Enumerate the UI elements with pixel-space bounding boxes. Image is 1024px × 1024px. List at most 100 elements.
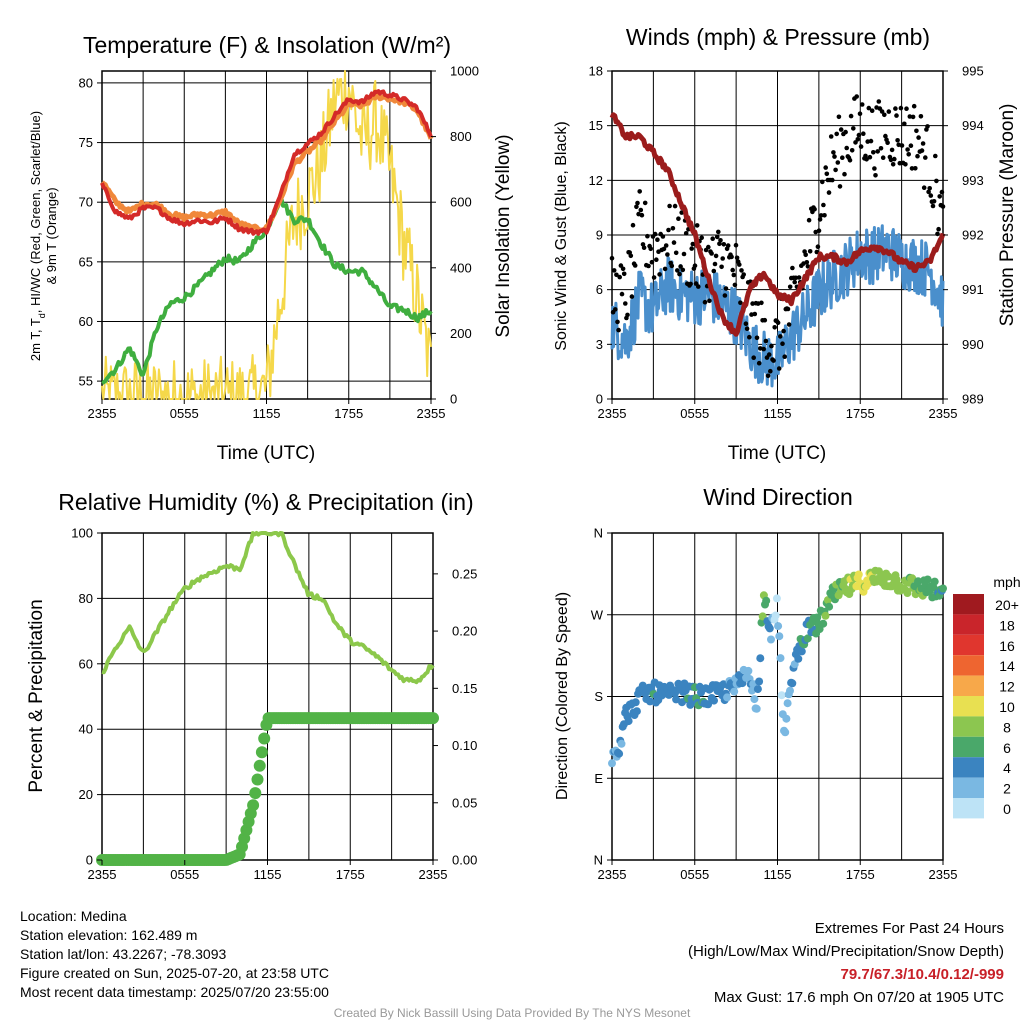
pressure-line — [609, 112, 946, 337]
gust-dot — [803, 252, 808, 258]
direction-point — [632, 707, 641, 716]
x-tick-label: 1755 — [336, 867, 365, 882]
y2-tick-label: 800 — [450, 129, 472, 144]
gust-dot — [855, 137, 861, 142]
x-tick-label: 2355 — [929, 867, 958, 882]
gust-dot — [617, 274, 622, 280]
gust-dot — [694, 223, 700, 228]
direction-point — [771, 611, 780, 620]
y2-tick-label: 993 — [962, 173, 984, 188]
gust-dot — [905, 147, 910, 152]
x-tick-label: 1155 — [254, 867, 282, 882]
direction-point — [615, 749, 624, 758]
y2-tick-label: 400 — [450, 260, 472, 275]
direction-point — [755, 677, 764, 686]
gust-dot — [732, 282, 738, 288]
direction-point — [776, 654, 785, 663]
y-tick-label: 20 — [79, 787, 93, 802]
gust-dot — [688, 281, 693, 287]
gust-dot — [654, 257, 659, 263]
gust-dot — [804, 260, 810, 265]
gust-dot — [872, 166, 877, 171]
chart-panel-humidity: 2355 0555 1155 1755 23550204060801000.000.05… — [71, 526, 477, 883]
gust-dot — [761, 346, 766, 352]
gust-dot — [904, 106, 909, 111]
gust-dot — [657, 272, 662, 277]
gust-dot — [879, 109, 885, 114]
humidity-line — [101, 531, 435, 685]
gust-dot — [837, 184, 843, 189]
direction-point — [765, 624, 774, 633]
gust-dot — [856, 132, 862, 138]
x-tick-label: 0555 — [680, 867, 709, 882]
gust-dot — [818, 213, 824, 218]
x-tick-label: 2355 — [417, 406, 446, 421]
gust-dot — [672, 203, 678, 209]
y-tick-label: 60 — [79, 314, 93, 329]
extremes-subtitle: (High/Low/Max Wind/Precipitation/Snow De… — [688, 943, 1004, 960]
subscript: d — [37, 313, 47, 318]
y-tick-label: 18 — [589, 64, 603, 79]
x-tick-label: 2355 — [88, 867, 117, 882]
created-text: Figure created on Sun, 2025-07-20, at 23… — [20, 965, 329, 981]
gust-dot — [648, 246, 653, 252]
y-tick-label: 12 — [589, 173, 603, 188]
y2-tick-label: 0.05 — [452, 795, 477, 810]
precip-dot — [427, 712, 439, 725]
y-tick-label: 60 — [79, 656, 93, 671]
gust-dot — [937, 194, 942, 199]
gust-dot — [899, 143, 905, 148]
gust-dot — [718, 238, 723, 243]
y2-axis-label: Solar Insolation (Yellow) — [493, 134, 514, 337]
gust-dot — [908, 143, 914, 148]
gust-dot — [822, 213, 827, 218]
gust-dot — [919, 148, 925, 153]
extremes-title: Extremes For Past 24 Hours — [814, 920, 1004, 937]
y2-tick-label: 600 — [450, 195, 472, 210]
direction-point — [756, 654, 765, 663]
gust-dot — [806, 217, 812, 223]
gust-dot — [765, 373, 771, 379]
gust-dot — [834, 131, 839, 137]
precip-dot — [249, 787, 262, 800]
gust-dot — [886, 109, 892, 114]
legend-swatch — [953, 675, 984, 696]
y-tick-label: W — [591, 607, 604, 622]
chart-title-temperature: Temperature (F) & Insolation (W/m²) — [83, 32, 451, 58]
gust-dot — [805, 264, 811, 269]
gust-dot — [671, 240, 677, 245]
gust-dot — [820, 179, 825, 185]
gust-dot — [914, 128, 919, 134]
gust-dot — [778, 334, 783, 339]
gust-dot — [785, 306, 791, 312]
y-tick-label: E — [594, 771, 603, 786]
gust-dot — [763, 338, 769, 344]
gust-dot — [883, 133, 888, 139]
x-tick-label: 2355 — [598, 406, 627, 421]
gust-dot — [930, 203, 936, 209]
gust-dot — [913, 166, 918, 171]
direction-point — [819, 619, 828, 628]
gust-dot — [869, 108, 875, 113]
gust-dot — [630, 222, 636, 228]
gust-dot — [807, 249, 813, 254]
location-text: Location: Medina — [20, 908, 127, 924]
gust-dot — [867, 154, 873, 160]
gust-dot — [646, 263, 651, 269]
precip-dot — [253, 759, 266, 772]
y2-tick-label: 0.20 — [452, 624, 477, 639]
gust-dot — [878, 146, 884, 151]
gust-dot — [690, 241, 696, 247]
gust-dot — [733, 242, 739, 248]
gust-dot — [824, 171, 830, 177]
elevation-text: Station elevation: 162.489 m — [20, 927, 198, 943]
y2-tick-label: 0 — [450, 392, 457, 407]
gust-dot — [831, 150, 836, 155]
gust-dot — [747, 334, 752, 340]
gust-dot — [665, 252, 670, 257]
gust-dot — [677, 271, 682, 277]
legend-swatch — [953, 716, 984, 737]
gust-dot — [667, 203, 672, 209]
gust-dot — [851, 126, 856, 131]
gust-dot — [838, 127, 844, 132]
